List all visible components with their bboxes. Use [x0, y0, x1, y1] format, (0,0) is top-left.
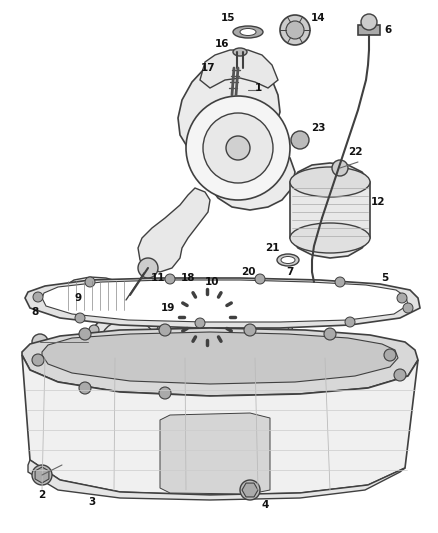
Polygon shape	[358, 25, 380, 35]
Circle shape	[226, 136, 250, 160]
Text: 2: 2	[39, 490, 46, 500]
Circle shape	[165, 274, 175, 284]
Circle shape	[361, 14, 377, 30]
Ellipse shape	[281, 256, 295, 263]
Circle shape	[244, 324, 256, 336]
Circle shape	[143, 360, 153, 370]
Circle shape	[33, 292, 43, 302]
Circle shape	[85, 277, 95, 287]
Polygon shape	[42, 332, 398, 384]
Text: 19: 19	[161, 303, 175, 313]
Text: 9: 9	[74, 293, 81, 303]
Text: 20: 20	[241, 267, 255, 277]
Circle shape	[397, 293, 407, 303]
Circle shape	[89, 325, 99, 335]
Polygon shape	[58, 277, 132, 314]
Circle shape	[138, 258, 158, 278]
Circle shape	[403, 303, 413, 313]
Polygon shape	[28, 460, 405, 500]
Circle shape	[280, 15, 310, 45]
Text: 21: 21	[265, 243, 279, 253]
Text: 16: 16	[215, 39, 229, 49]
Text: 5: 5	[381, 273, 389, 283]
Circle shape	[255, 274, 265, 284]
Polygon shape	[88, 306, 168, 370]
Text: 10: 10	[205, 277, 219, 287]
Text: 17: 17	[201, 63, 215, 73]
Polygon shape	[138, 188, 210, 272]
Polygon shape	[245, 301, 294, 344]
Circle shape	[159, 387, 171, 399]
Circle shape	[157, 325, 167, 335]
Circle shape	[32, 354, 44, 366]
Text: 22: 22	[348, 147, 362, 157]
Text: 7: 7	[286, 267, 294, 277]
Circle shape	[186, 96, 290, 200]
Circle shape	[324, 328, 336, 340]
Text: 23: 23	[311, 123, 325, 133]
Circle shape	[32, 334, 48, 350]
Text: 11: 11	[151, 273, 165, 283]
Circle shape	[159, 324, 171, 336]
Text: 12: 12	[371, 197, 385, 207]
Text: 1: 1	[254, 83, 261, 93]
Ellipse shape	[290, 167, 370, 197]
Circle shape	[345, 317, 355, 327]
Polygon shape	[42, 280, 408, 322]
Circle shape	[240, 480, 260, 500]
Ellipse shape	[240, 28, 256, 36]
Text: 18: 18	[181, 273, 195, 283]
Text: 14: 14	[311, 13, 325, 23]
Ellipse shape	[233, 48, 247, 56]
Polygon shape	[22, 328, 418, 396]
Ellipse shape	[277, 254, 299, 266]
Circle shape	[195, 318, 205, 328]
Circle shape	[335, 277, 345, 287]
Text: 15: 15	[221, 13, 235, 23]
Circle shape	[332, 160, 348, 176]
Polygon shape	[22, 355, 418, 495]
Text: 4: 4	[261, 500, 268, 510]
Polygon shape	[184, 295, 230, 337]
Polygon shape	[178, 291, 238, 342]
Text: 6: 6	[385, 25, 392, 35]
Circle shape	[286, 21, 304, 39]
Polygon shape	[200, 50, 278, 88]
Circle shape	[291, 131, 309, 149]
Ellipse shape	[233, 26, 263, 38]
Circle shape	[32, 465, 52, 485]
Ellipse shape	[290, 223, 370, 253]
Polygon shape	[160, 413, 270, 494]
Circle shape	[103, 360, 113, 370]
Polygon shape	[242, 483, 258, 497]
Polygon shape	[290, 163, 370, 258]
Circle shape	[123, 300, 133, 310]
Circle shape	[79, 382, 91, 394]
Polygon shape	[178, 58, 295, 210]
Circle shape	[79, 328, 91, 340]
Text: 8: 8	[32, 307, 39, 317]
Circle shape	[394, 369, 406, 381]
Polygon shape	[25, 278, 420, 328]
Circle shape	[203, 113, 273, 183]
Text: 3: 3	[88, 497, 95, 507]
Circle shape	[384, 349, 396, 361]
Circle shape	[75, 313, 85, 323]
Polygon shape	[35, 467, 49, 483]
Polygon shape	[249, 303, 290, 339]
